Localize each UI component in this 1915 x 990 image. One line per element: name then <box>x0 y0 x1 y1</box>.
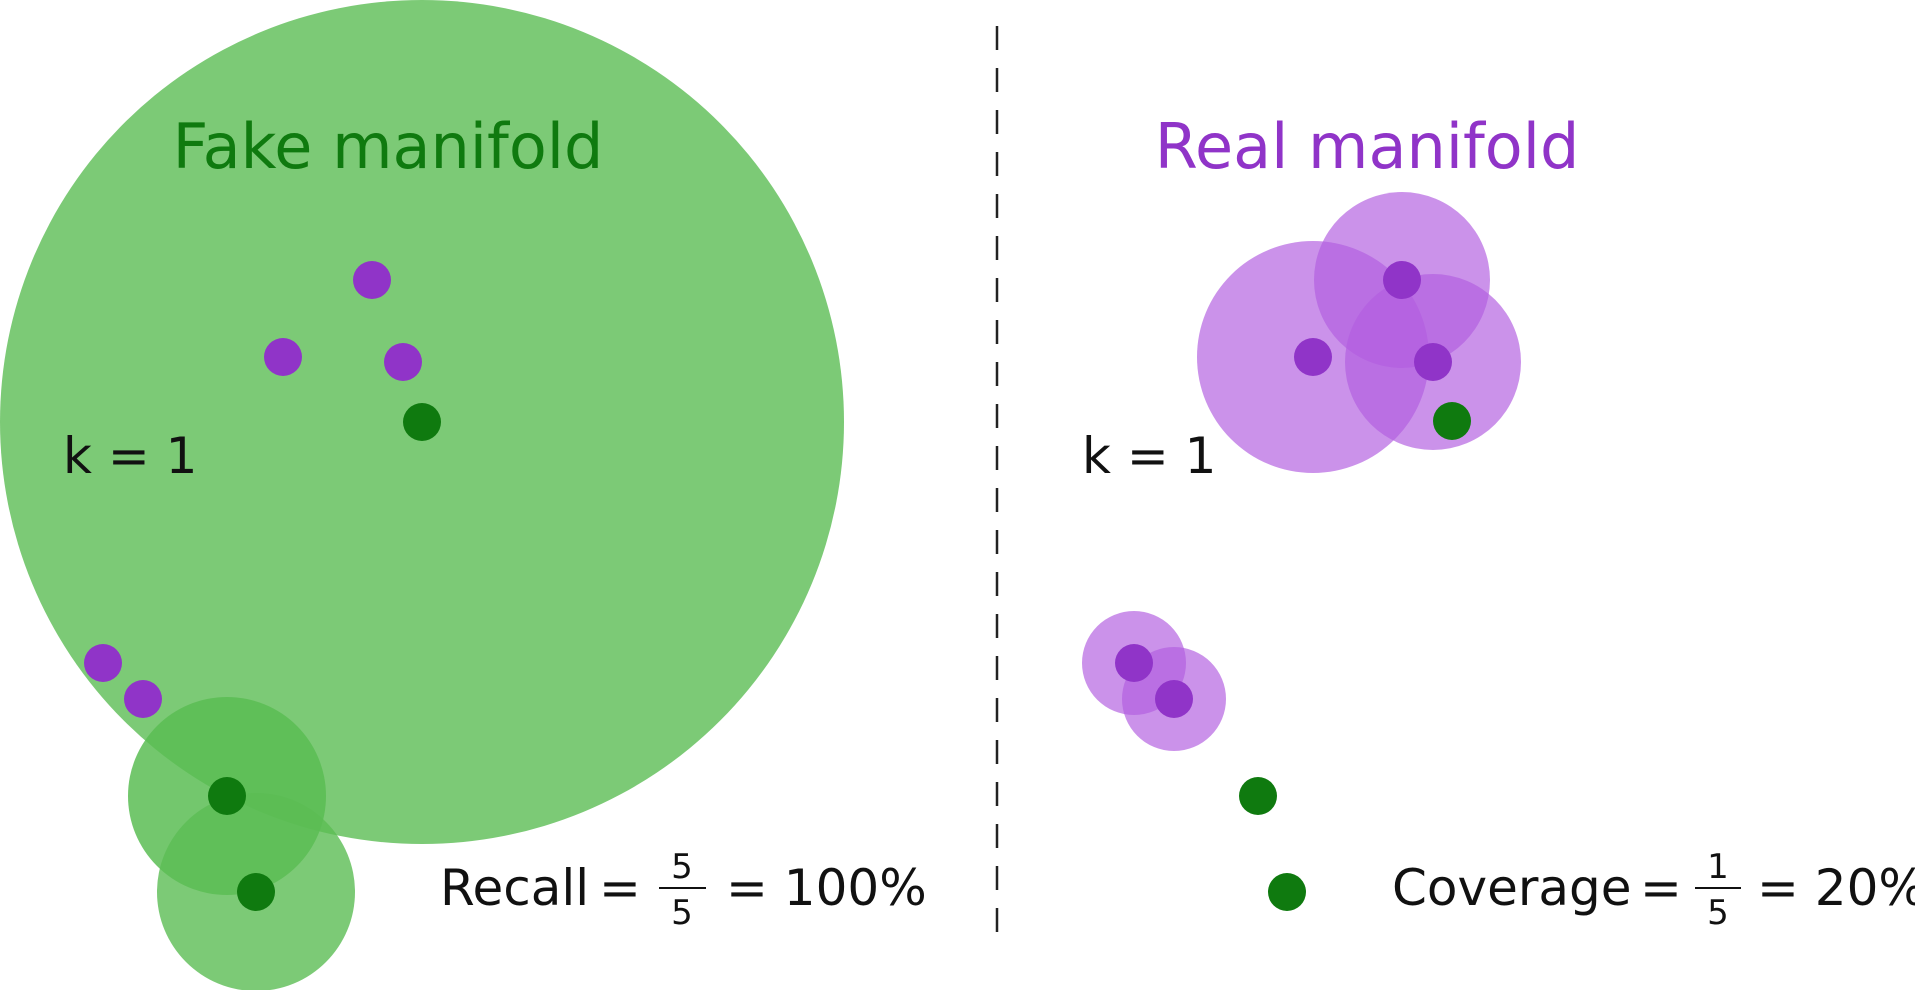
right-panel: Real manifold k = 1 Coverage = 1 5 = 20% <box>1082 110 1915 933</box>
fake-point <box>208 777 246 815</box>
right-k-label: k = 1 <box>1082 427 1216 485</box>
fake-manifold-title: Fake manifold <box>173 110 604 183</box>
coverage-numerator: 1 <box>1707 847 1729 887</box>
recall-result: = 100% <box>726 859 927 917</box>
real-manifold-title: Real manifold <box>1155 110 1580 183</box>
fake-point <box>1433 402 1471 440</box>
real-point <box>84 644 122 682</box>
real-point <box>353 261 391 299</box>
real-point <box>124 680 162 718</box>
real-point <box>1155 680 1193 718</box>
recall-equals-sign: = <box>599 859 641 917</box>
recall-denominator: 5 <box>671 893 693 933</box>
coverage-equals-sign: = <box>1640 859 1682 917</box>
recall-metric-name: Recall <box>440 859 589 917</box>
recall-numerator: 5 <box>671 847 693 887</box>
real-point <box>1414 343 1452 381</box>
left-k-label: k = 1 <box>63 427 197 485</box>
real-point <box>1383 261 1421 299</box>
coverage-denominator: 5 <box>1707 893 1729 933</box>
fake-point <box>1239 777 1277 815</box>
fake-point <box>403 403 441 441</box>
real-point <box>1294 338 1332 376</box>
real-point <box>264 338 302 376</box>
coverage-metric-name: Coverage <box>1392 859 1632 917</box>
left-panel: Fake manifold k = 1 Recall = 5 5 = 100% <box>0 0 927 990</box>
coverage-result: = 20% <box>1757 859 1915 917</box>
fake-point <box>1268 873 1306 911</box>
real-point <box>1115 644 1153 682</box>
real-point <box>384 343 422 381</box>
fake-point <box>237 873 275 911</box>
